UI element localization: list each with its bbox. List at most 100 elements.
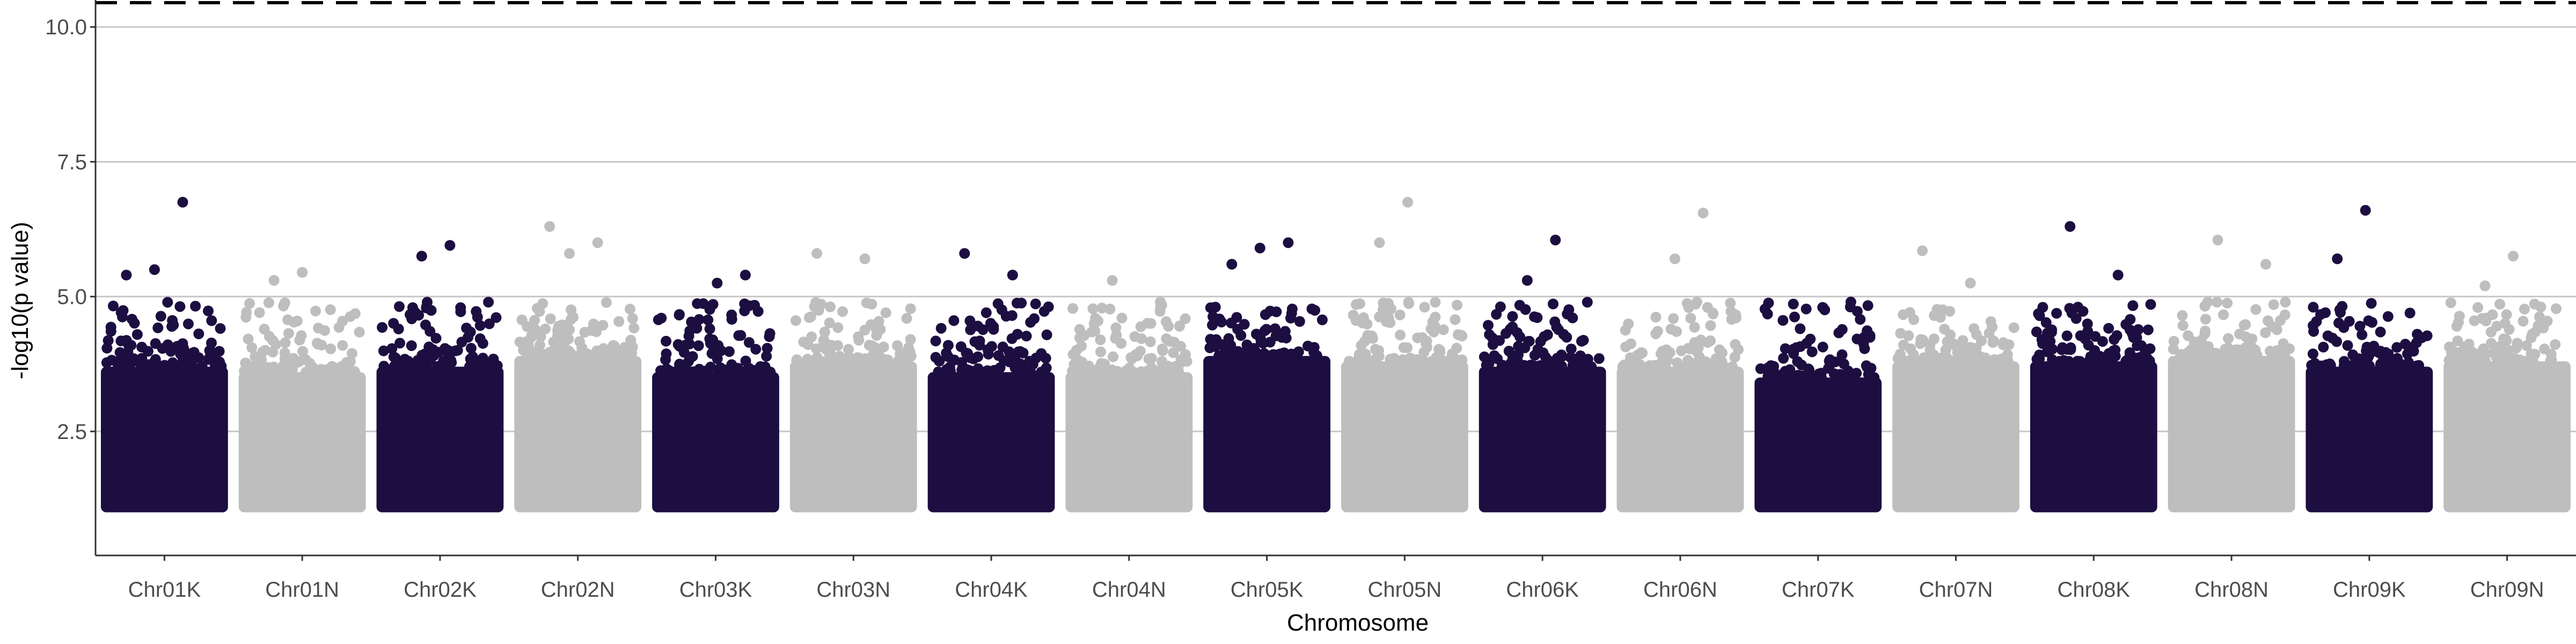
- data-point: [1492, 353, 1503, 364]
- data-point: [273, 367, 283, 378]
- data-point: [1836, 349, 1848, 360]
- data-point: [101, 357, 112, 368]
- x-tick-label: Chr01N: [265, 578, 339, 602]
- data-point: [2512, 338, 2523, 349]
- data-point: [1094, 361, 1106, 372]
- data-point: [750, 343, 762, 355]
- data-point: [471, 306, 482, 317]
- peak-point: [592, 237, 603, 248]
- data-point: [2241, 349, 2252, 361]
- data-point: [992, 298, 1004, 309]
- x-tick-label: Chr03N: [816, 578, 890, 602]
- peak-point: [1550, 235, 1561, 246]
- data-point: [2168, 343, 2179, 355]
- data-point: [715, 345, 727, 356]
- chromosome-group-chr09n: [2443, 251, 2571, 513]
- chromosome-group-chr01k: [101, 196, 228, 513]
- data-point: [1239, 319, 1250, 330]
- data-point: [1074, 332, 1085, 343]
- data-point: [628, 323, 640, 334]
- data-point: [1788, 298, 1799, 310]
- data-point: [867, 340, 878, 352]
- data-point: [1817, 341, 1828, 353]
- data-point: [691, 323, 702, 334]
- data-point: [1689, 337, 1700, 348]
- data-point: [2494, 298, 2506, 310]
- x-tick-label: Chr09K: [2333, 578, 2406, 602]
- data-point: [1145, 336, 1156, 347]
- data-point: [2284, 343, 2295, 354]
- data-point: [613, 316, 625, 327]
- chromosome-group-chr02k: [376, 240, 504, 513]
- data-point: [1412, 332, 1423, 343]
- data-point: [174, 301, 186, 312]
- data-point: [825, 301, 836, 312]
- data-point: [2521, 340, 2532, 351]
- peak-point: [2332, 253, 2343, 265]
- data-point: [743, 367, 755, 378]
- data-point: [1941, 352, 1952, 363]
- chromosome-group-chr04k: [927, 248, 1055, 513]
- data-point: [2008, 322, 2019, 333]
- chromosome-group-chr08n: [2168, 235, 2295, 513]
- data-point: [263, 297, 274, 308]
- data-point: [694, 363, 705, 375]
- peak-point: [1965, 277, 1976, 289]
- data-point: [1116, 312, 1128, 324]
- data-point: [489, 360, 500, 371]
- data-point: [965, 352, 976, 363]
- data-point: [535, 339, 545, 350]
- data-point: [1997, 339, 2009, 350]
- x-tick-label: Chr05N: [1367, 578, 1441, 602]
- data-point: [1072, 354, 1083, 365]
- data-point: [1036, 367, 1047, 378]
- data-point: [136, 361, 147, 372]
- data-point: [2200, 313, 2211, 325]
- peak-point: [2508, 251, 2519, 262]
- data-point: [187, 348, 197, 359]
- data-point: [240, 312, 252, 323]
- data-point: [203, 305, 214, 317]
- data-point: [2551, 303, 2562, 314]
- data-point: [1168, 347, 1179, 358]
- data-point: [456, 336, 467, 348]
- data-point: [2306, 360, 2317, 371]
- data-point: [1427, 316, 1438, 327]
- data-point: [467, 351, 478, 362]
- data-point: [2342, 340, 2353, 351]
- data-point: [2472, 302, 2484, 313]
- data-point: [291, 357, 302, 369]
- data-point: [655, 365, 667, 376]
- data-point: [1504, 324, 1516, 335]
- data-point: [1496, 361, 1507, 372]
- data-point: [1803, 363, 1814, 375]
- data-point: [2047, 354, 2058, 365]
- data-point: [1009, 362, 1021, 374]
- data-point: [1406, 355, 1417, 367]
- data-point: [740, 355, 751, 367]
- data-point: [674, 309, 685, 320]
- data-point: [1778, 353, 1789, 364]
- data-point: [608, 348, 619, 360]
- data-point: [1542, 360, 1553, 371]
- data-point: [1344, 356, 1355, 367]
- data-point: [1216, 317, 1227, 328]
- data-point: [684, 339, 695, 349]
- data-point: [2280, 297, 2291, 308]
- data-point: [988, 321, 999, 332]
- data-point: [1831, 372, 1842, 383]
- data-point: [2321, 359, 2332, 370]
- data-point: [152, 322, 164, 333]
- data-point: [2109, 334, 2120, 345]
- data-point: [1905, 343, 1916, 354]
- data-point: [2042, 327, 2053, 339]
- peak-point: [1374, 237, 1385, 248]
- data-point: [213, 360, 224, 371]
- data-point: [1419, 302, 1430, 313]
- data-point: [150, 354, 161, 365]
- data-point: [1494, 335, 1505, 346]
- data-point: [279, 347, 290, 358]
- data-point: [805, 311, 816, 323]
- data-point: [1671, 326, 1682, 337]
